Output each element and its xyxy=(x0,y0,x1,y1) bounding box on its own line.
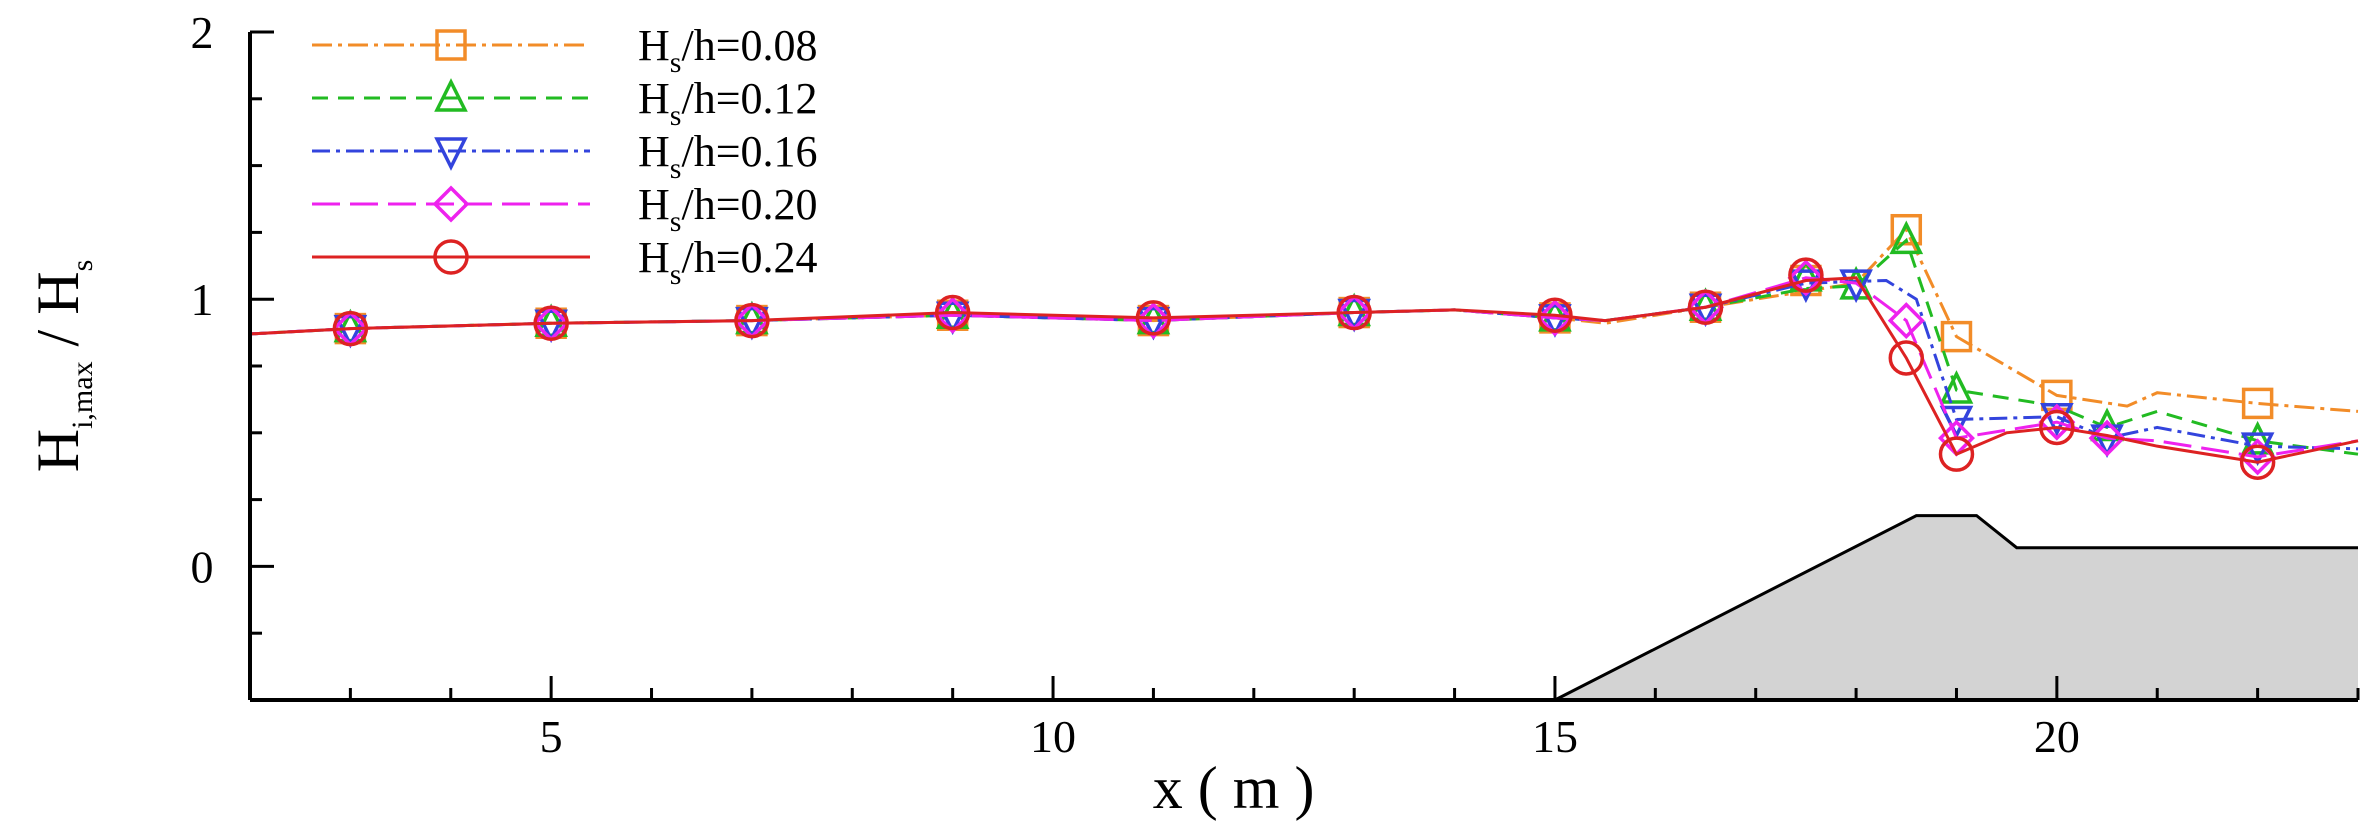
series-1-point xyxy=(1890,213,1923,246)
legend-item-4: Hs/h=0.20 xyxy=(312,180,818,238)
legend: Hs/h=0.08Hs/h=0.12Hs/h=0.16Hs/h=0.20Hs/h… xyxy=(312,21,818,291)
legend-marker xyxy=(432,185,470,223)
series-1-point xyxy=(2241,387,2274,420)
legend-item-1: Hs/h=0.08 xyxy=(312,21,818,79)
series-5-point xyxy=(1336,294,1372,331)
series-3-point xyxy=(1337,298,1372,333)
series-layer xyxy=(249,213,2359,480)
x-tick-label: 5 xyxy=(540,711,563,762)
series-line-5 xyxy=(249,276,2359,464)
y-tick-label: 1 xyxy=(191,274,214,325)
y-label-main2: H xyxy=(25,271,91,314)
legend-item-3: Hs/h=0.16 xyxy=(312,127,818,185)
series-5-point xyxy=(1687,289,1724,325)
ticks-layer: 5 10 15 20 0 1 2 xyxy=(191,7,2360,762)
y-label-sep: / xyxy=(25,315,91,362)
y-tick-label: 2 xyxy=(191,7,214,58)
legend-label: Hs/h=0.24 xyxy=(638,233,818,291)
x-tick-label: 15 xyxy=(1532,711,1578,762)
x-axis-label: x ( m ) xyxy=(1153,755,1315,821)
legend-item-2: Hs/h=0.12 xyxy=(312,74,818,132)
x-tick-label: 10 xyxy=(1030,711,1076,762)
legend-item-5: Hs/h=0.24 xyxy=(312,233,818,291)
legend-marker xyxy=(433,239,469,275)
series-5 xyxy=(249,257,2359,480)
series-2-point xyxy=(1889,220,1924,255)
series-4-point xyxy=(1134,302,1172,340)
series-1-point xyxy=(1940,320,1973,353)
x-tick-label: 20 xyxy=(2034,711,2080,762)
y-label-sub1: i,max xyxy=(66,361,99,429)
series-4-point xyxy=(1787,259,1825,297)
series-5-point xyxy=(533,305,569,341)
series-5-point xyxy=(1938,436,1975,472)
legend-marker xyxy=(434,78,468,112)
legend-label: Hs/h=0.20 xyxy=(638,180,818,238)
series-5-point xyxy=(1135,300,1172,336)
series-5-point xyxy=(734,302,770,339)
series-4-point xyxy=(1887,302,1925,340)
bathymetry-outline xyxy=(1554,514,2358,702)
legend-label: Hs/h=0.12 xyxy=(638,74,818,132)
series-2-point xyxy=(1939,370,1974,404)
series-2-point xyxy=(534,303,568,337)
series-2-point xyxy=(333,308,368,343)
series-5-point xyxy=(2239,444,2276,480)
series-5-point xyxy=(1788,257,1824,293)
series-3-point xyxy=(1136,306,1171,341)
series-3-point xyxy=(1538,304,1572,338)
series-5-point xyxy=(1537,297,1573,333)
series-2-point xyxy=(1337,292,1372,327)
legend-label: Hs/h=0.16 xyxy=(638,127,818,185)
series-5-point xyxy=(934,294,971,331)
legend-label: Hs/h=0.08 xyxy=(638,21,818,79)
bathymetry-layer xyxy=(1554,514,2358,702)
series-5-point xyxy=(1888,340,1925,376)
series-2-point xyxy=(2240,420,2275,455)
series-3-point xyxy=(735,306,769,341)
series-3-point xyxy=(534,309,568,344)
series-3-point xyxy=(1939,405,1974,440)
y-tick-label: 0 xyxy=(191,541,214,592)
y-label-sub2: s xyxy=(66,260,99,272)
legend-marker xyxy=(434,137,468,171)
series-3-point xyxy=(1839,269,1873,304)
series-3-point xyxy=(2090,424,2124,459)
legend-marker xyxy=(435,29,467,61)
series-4 xyxy=(249,259,2359,476)
series-3-point xyxy=(333,314,368,349)
y-label-main1: H xyxy=(25,429,91,472)
series-3-point xyxy=(935,301,970,336)
series-2-point xyxy=(735,300,769,335)
series-4-point xyxy=(934,296,972,334)
series-5-point xyxy=(332,310,369,347)
series-1-point xyxy=(2041,379,2073,412)
series-4-point xyxy=(1536,299,1574,337)
y-axis-label: Hi,max / Hs xyxy=(25,260,99,473)
series-5-point xyxy=(2039,409,2075,446)
bathymetry-fill xyxy=(1554,515,2358,700)
